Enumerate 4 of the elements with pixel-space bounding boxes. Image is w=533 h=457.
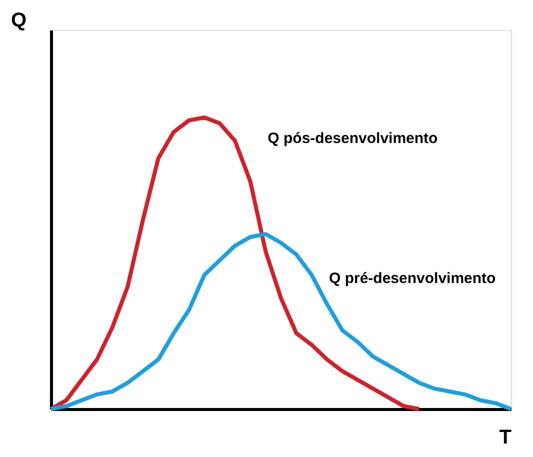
x-axis-title: T: [499, 426, 512, 448]
series-label: Q pós-desenvolvimento: [268, 130, 438, 147]
y-axis-title: Q: [10, 10, 26, 32]
series-label: Q pré-desenvolvimento: [329, 270, 496, 287]
